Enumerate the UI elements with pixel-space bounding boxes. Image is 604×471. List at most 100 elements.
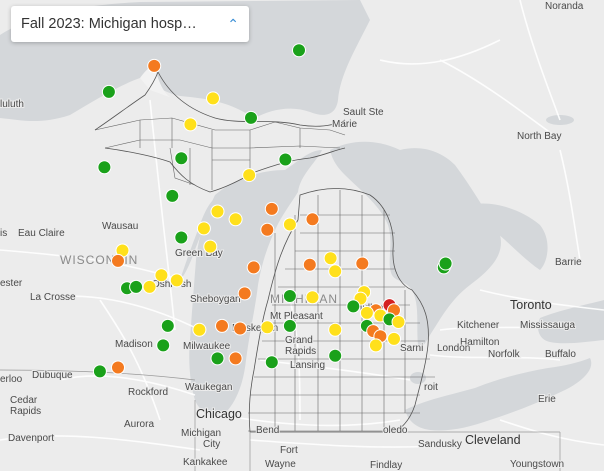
hospital-marker-orange[interactable]: [264, 201, 279, 216]
label-sheboygan: Sheboygan: [190, 294, 241, 305]
hospital-marker-yellow[interactable]: [210, 204, 225, 219]
label-sandusky: Sandusky: [418, 439, 462, 450]
label-kitchener: Kitchener: [457, 320, 500, 331]
hospital-marker-green[interactable]: [174, 151, 189, 166]
hospital-marker-orange[interactable]: [302, 257, 317, 272]
hospital-marker-yellow[interactable]: [368, 338, 383, 353]
hospital-marker-green[interactable]: [174, 230, 189, 245]
lake-st-clair: [410, 372, 426, 384]
hospital-marker-green[interactable]: [282, 318, 297, 333]
hospital-marker-yellow[interactable]: [242, 168, 257, 183]
label-aurora: Aurora: [124, 419, 154, 430]
hospital-marker-orange[interactable]: [147, 58, 162, 73]
hospital-marker-green[interactable]: [165, 188, 180, 203]
hospital-marker-yellow[interactable]: [154, 268, 169, 283]
label-la-crosse: La Crosse: [30, 292, 76, 303]
label-lansing: Lansing: [290, 360, 325, 371]
label-ester: ester: [0, 278, 23, 289]
label-cleveland: Cleveland: [465, 433, 521, 447]
label-duluth: luluth: [0, 99, 24, 110]
hospital-marker-orange[interactable]: [215, 318, 229, 333]
hospital-marker-yellow[interactable]: [328, 322, 343, 337]
hospital-marker-green[interactable]: [97, 160, 112, 175]
chevron-up-icon[interactable]: ⌃: [227, 15, 239, 32]
hospital-marker-yellow[interactable]: [192, 322, 207, 337]
label-kankakee: Kankakee: [183, 457, 228, 468]
label-eau-claire: Eau Claire: [18, 228, 65, 239]
label-is: is: [0, 228, 7, 239]
hospital-marker-green[interactable]: [210, 351, 225, 366]
label-michigan: MICHIGAN: [270, 292, 338, 306]
hospital-marker-green[interactable]: [244, 110, 258, 125]
hospital-marker-green[interactable]: [328, 348, 343, 363]
hospital-marker-orange[interactable]: [111, 253, 125, 268]
hospital-marker-green[interactable]: [282, 289, 297, 303]
hospital-marker-yellow[interactable]: [228, 212, 243, 227]
hospital-marker-yellow[interactable]: [305, 290, 320, 305]
hospital-marker-orange[interactable]: [246, 260, 261, 275]
hospital-marker-yellow[interactable]: [142, 279, 157, 294]
hospital-marker-yellow[interactable]: [387, 331, 401, 346]
hospital-marker-green[interactable]: [264, 355, 279, 370]
hospital-marker-orange[interactable]: [355, 256, 370, 271]
label-sault-ste: Sault Ste: [343, 107, 384, 118]
hospital-marker-orange[interactable]: [305, 212, 320, 227]
hospital-marker-yellow[interactable]: [169, 273, 184, 288]
hospital-marker-yellow[interactable]: [196, 221, 211, 236]
label-wausau: Wausau: [102, 221, 138, 232]
hospital-marker-yellow[interactable]: [282, 217, 297, 232]
label-north-bay: North Bay: [517, 131, 561, 142]
hospital-marker-orange[interactable]: [237, 286, 252, 301]
hospital-marker-green[interactable]: [292, 43, 306, 58]
label-erloo: erloo: [0, 374, 23, 385]
label-toronto: Toronto: [510, 298, 552, 312]
georgian-bay: [470, 203, 548, 270]
label-barrie: Barrie: [555, 257, 582, 268]
label-rapids-ia: Rapids: [10, 406, 41, 417]
label-rockford: Rockford: [128, 387, 168, 398]
hospital-marker-green[interactable]: [278, 152, 293, 167]
hospital-marker-green[interactable]: [101, 84, 116, 99]
hospital-marker-green[interactable]: [160, 318, 175, 333]
label-milwaukee: Milwaukee: [183, 341, 231, 352]
green-bay-water: [180, 200, 213, 280]
label-city: City: [203, 439, 220, 450]
label-toledo: oledo: [383, 425, 408, 436]
map-title-dropdown[interactable]: Fall 2023: Michigan hosp… ⌃: [11, 6, 249, 42]
hospital-marker-orange[interactable]: [260, 222, 275, 237]
hospital-marker-orange[interactable]: [111, 360, 125, 375]
hospital-marker-yellow[interactable]: [206, 91, 220, 106]
hospital-marker-green[interactable]: [156, 338, 171, 353]
hospital-marker-orange[interactable]: [233, 321, 248, 336]
hospital-markers: [92, 12, 453, 379]
hospital-marker-green[interactable]: [346, 299, 361, 314]
label-south-bend: Bend: [256, 425, 279, 436]
label-findlay: Findlay: [370, 460, 402, 471]
label-davenport: Davenport: [8, 433, 54, 444]
hospital-marker-green[interactable]: [92, 364, 107, 379]
hospital-marker-yellow[interactable]: [260, 320, 275, 335]
lake-erie: [405, 358, 592, 431]
hospital-marker-green[interactable]: [438, 256, 453, 271]
label-marie: Marie: [332, 119, 357, 130]
label-mississauga: Mississauga: [520, 320, 575, 331]
label-chicago: Chicago: [196, 407, 242, 421]
keweenaw-peninsula: [140, 67, 172, 98]
hospital-marker-yellow[interactable]: [183, 117, 198, 132]
label-buffalo: Buffalo: [545, 349, 576, 360]
lake-huron: [330, 141, 501, 347]
hospital-marker-yellow[interactable]: [391, 315, 406, 329]
hospital-marker-green[interactable]: [129, 279, 144, 294]
lake-ontario: [538, 300, 604, 344]
hospital-marker-yellow[interactable]: [203, 239, 218, 254]
label-norfolk: Norfolk: [488, 349, 521, 360]
map-title: Fall 2023: Michigan hosp…: [21, 16, 197, 32]
label-erie: Erie: [538, 394, 556, 405]
hospital-marker-yellow[interactable]: [328, 264, 343, 279]
hospital-marker-yellow[interactable]: [323, 251, 338, 266]
label-wayne: Wayne: [265, 459, 296, 470]
label-london: London: [437, 343, 470, 354]
hospital-marker-orange[interactable]: [228, 351, 243, 366]
hospital-marker-yellow[interactable]: [359, 305, 374, 320]
